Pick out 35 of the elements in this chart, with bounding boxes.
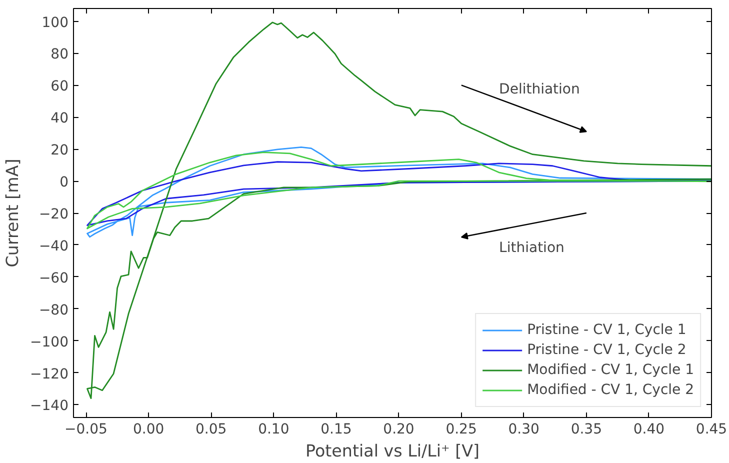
annotation: Delithiation [499,81,580,98]
y-tick-label: 100 [42,14,69,31]
x-tick-label: 0.30 [508,422,540,438]
y-tick-label: −60 [38,270,68,286]
y-tick-label: −120 [30,366,68,382]
y-tick-label: −20 [38,206,68,222]
x-tick-label: 0.25 [446,422,477,438]
y-tick-label: 0 [60,174,69,191]
legend-label: Modified - CV 1, Cycle 2 [527,382,694,398]
x-tick-label: 0.05 [196,422,227,438]
legend-label: Pristine - CV 1, Cycle 2 [527,342,686,358]
y-tick-label: −100 [30,334,68,350]
line-series [86,152,712,230]
y-tick-label: 40 [50,110,69,127]
y-tick-label: 80 [50,46,69,63]
x-tick-label: 0.10 [258,422,290,438]
x-tick-label: 0.40 [633,422,665,438]
y-tick-label: 60 [50,78,69,95]
legend-label: Pristine - CV 1, Cycle 1 [527,322,686,338]
line-series [86,161,712,226]
y-axis-title: Current [mA] [3,158,22,268]
x-tick-label: −0.05 [64,422,108,438]
x-tick-label: 0.20 [383,422,414,438]
x-tick-label: 0.00 [132,422,164,438]
x-tick-label: 0.35 [570,422,602,438]
y-tick-label: −80 [38,302,68,318]
y-tick-label: 20 [50,142,69,159]
y-tick-label: −40 [38,238,68,254]
annotation: Lithiation [499,240,564,256]
y-tick-label: −140 [30,398,68,414]
x-axis-title: Potential vs Li/Li⁺ [V] [306,442,480,460]
line-series [86,22,712,400]
legend-label: Modified - CV 1, Cycle 1 [527,362,694,378]
x-tick-label: 0.15 [320,422,352,438]
x-tick-label: 0.45 [696,422,728,438]
